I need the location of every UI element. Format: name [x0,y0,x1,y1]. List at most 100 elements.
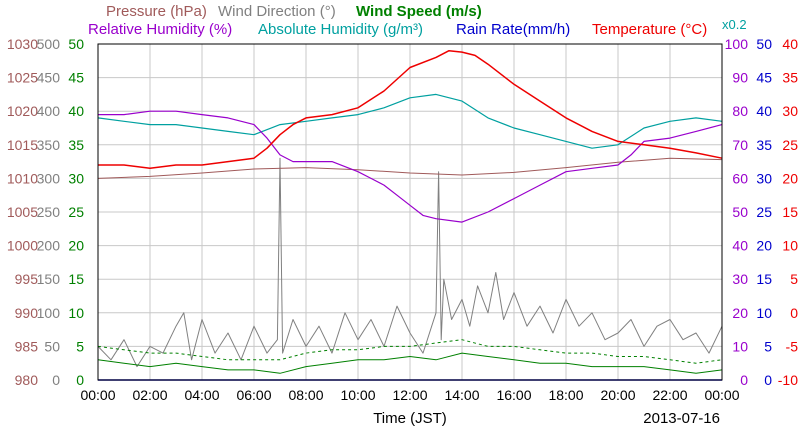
temperature-tick-label: 30 [782,103,798,119]
series-wind-speed-avg-line [97,352,723,374]
temperature-tick-label: 10 [782,238,798,254]
relative-humidity-tick-label: 10 [732,338,748,354]
wind-direction-tick-label: 100 [37,305,61,321]
rain-rate-tick-label: 30 [756,170,772,186]
pressure-tick-label: 1030 [7,36,38,52]
wind-direction-tick-label: 250 [37,204,61,220]
temperature-tick-label: 35 [782,70,798,86]
series-temperature-line [98,49,723,170]
legend: Pressure (hPa) Wind Direction (°) Wind Spe… [88,3,747,38]
legend-wind-speed: Wind Speed (m/s) [356,3,482,20]
rain-rate-tick-label: 5 [764,338,772,354]
x-tick-label: 00:00 [704,387,739,403]
plot-frame [97,43,723,381]
pressure-tick-label: 1020 [7,103,38,119]
wind-direction-tick-label: 300 [37,170,61,186]
wind-speed-tick-label: 10 [68,305,84,321]
series-absolute-humidity-line [97,93,723,149]
temperature-tick-label: 5 [790,271,798,287]
x-tick-label: 20:00 [600,387,635,403]
relative-humidity-tick-label: 60 [732,170,748,186]
x-axis-label: Time (JST) [373,410,447,427]
x-tick-label: 08:00 [288,387,323,403]
wind-speed-tick-label: 50 [68,36,84,52]
rain-rate-tick-label: 50 [756,36,772,52]
x-tick-label: 02:00 [132,387,167,403]
wind-speed-tick-label: 5 [76,338,84,354]
x-tick-label: 04:00 [184,387,219,403]
wind-speed-tick-label: 45 [68,70,84,86]
series-pressure-line [97,157,723,179]
rain-rate-tick-label: 35 [756,137,772,153]
wind-direction-tick-label: 450 [37,70,61,86]
pressure-tick-label: 1005 [7,204,38,220]
relative-humidity-tick-label: 0 [740,372,748,388]
wind-speed-tick-label: 25 [68,204,84,220]
pressure-tick-label: 980 [15,372,39,388]
wind-speed-tick-label: 0 [76,372,84,388]
relative-humidity-tick-label: 90 [732,70,748,86]
wind-direction-tick-label: 50 [44,338,60,354]
series-wind-direction-line [97,157,723,368]
relative-humidity-tick-label: 70 [732,137,748,153]
series-relative-humidity-line [98,110,723,223]
relative-humidity-tick-label: 100 [725,36,749,52]
series-lines [97,49,723,381]
legend-pressure: Pressure (hPa) [106,3,207,20]
rain-rate-tick-label: 40 [756,103,772,119]
wind-direction-tick-label: 400 [37,103,61,119]
x-tick-label: 00:00 [80,387,115,403]
temperature-tick-label: 20 [782,170,798,186]
pressure-tick-label: 1010 [7,170,38,186]
pressure-tick-label: 1015 [7,137,38,153]
legend-wind-direction: Wind Direction (°) [218,3,336,20]
wind-speed-tick-label: 30 [68,170,84,186]
axes: 9809859909951000100510101015102010251030… [7,36,798,403]
relative-humidity-tick-label: 20 [732,305,748,321]
rain-rate-tick-label: 25 [756,204,772,220]
series-wind-speed-gust-line [97,339,723,364]
wind-direction-tick-label: 0 [52,372,60,388]
legend-abs-humidity-scale-note: x0.2 [722,17,747,32]
pressure-tick-label: 1000 [7,238,38,254]
pressure-tick-label: 995 [15,271,39,287]
temperature-tick-label: 0 [790,305,798,321]
legend-relative-humidity: Relative Humidity (%) [88,21,232,38]
legend-absolute-humidity: Absolute Humidity (g/m³) [258,21,423,38]
relative-humidity-tick-label: 30 [732,271,748,287]
x-tick-label: 14:00 [444,387,479,403]
rain-rate-tick-label: 15 [756,271,772,287]
x-tick-label: 18:00 [548,387,583,403]
pressure-tick-label: 985 [15,338,39,354]
temperature-tick-label: 25 [782,137,798,153]
x-tick-label: 06:00 [236,387,271,403]
temperature-tick-label: 40 [782,36,798,52]
pressure-tick-label: 1025 [7,70,38,86]
rain-rate-tick-label: 20 [756,238,772,254]
wind-direction-tick-label: 350 [37,137,61,153]
pressure-tick-label: 990 [15,305,39,321]
rain-rate-tick-label: 45 [756,70,772,86]
wind-speed-tick-label: 15 [68,271,84,287]
legend-temperature: Temperature (°C) [592,21,707,38]
wind-direction-tick-label: 200 [37,238,61,254]
chart-date: 2013-07-16 [643,410,720,427]
wind-speed-tick-label: 40 [68,103,84,119]
temperature-tick-label: 15 [782,204,798,220]
relative-humidity-tick-label: 50 [732,204,748,220]
temperature-tick-label: -10 [778,372,798,388]
legend-rain-rate: Rain Rate(mm/h) [456,21,570,38]
x-tick-label: 12:00 [392,387,427,403]
wind-direction-tick-label: 500 [37,36,61,52]
rain-rate-tick-label: 0 [764,372,772,388]
wind-speed-tick-label: 35 [68,137,84,153]
x-tick-label: 16:00 [496,387,531,403]
x-tick-label: 10:00 [340,387,375,403]
rain-rate-tick-label: 10 [756,305,772,321]
wind-direction-tick-label: 150 [37,271,61,287]
relative-humidity-tick-label: 80 [732,103,748,119]
relative-humidity-tick-label: 40 [732,238,748,254]
temperature-tick-label: -5 [786,338,799,354]
